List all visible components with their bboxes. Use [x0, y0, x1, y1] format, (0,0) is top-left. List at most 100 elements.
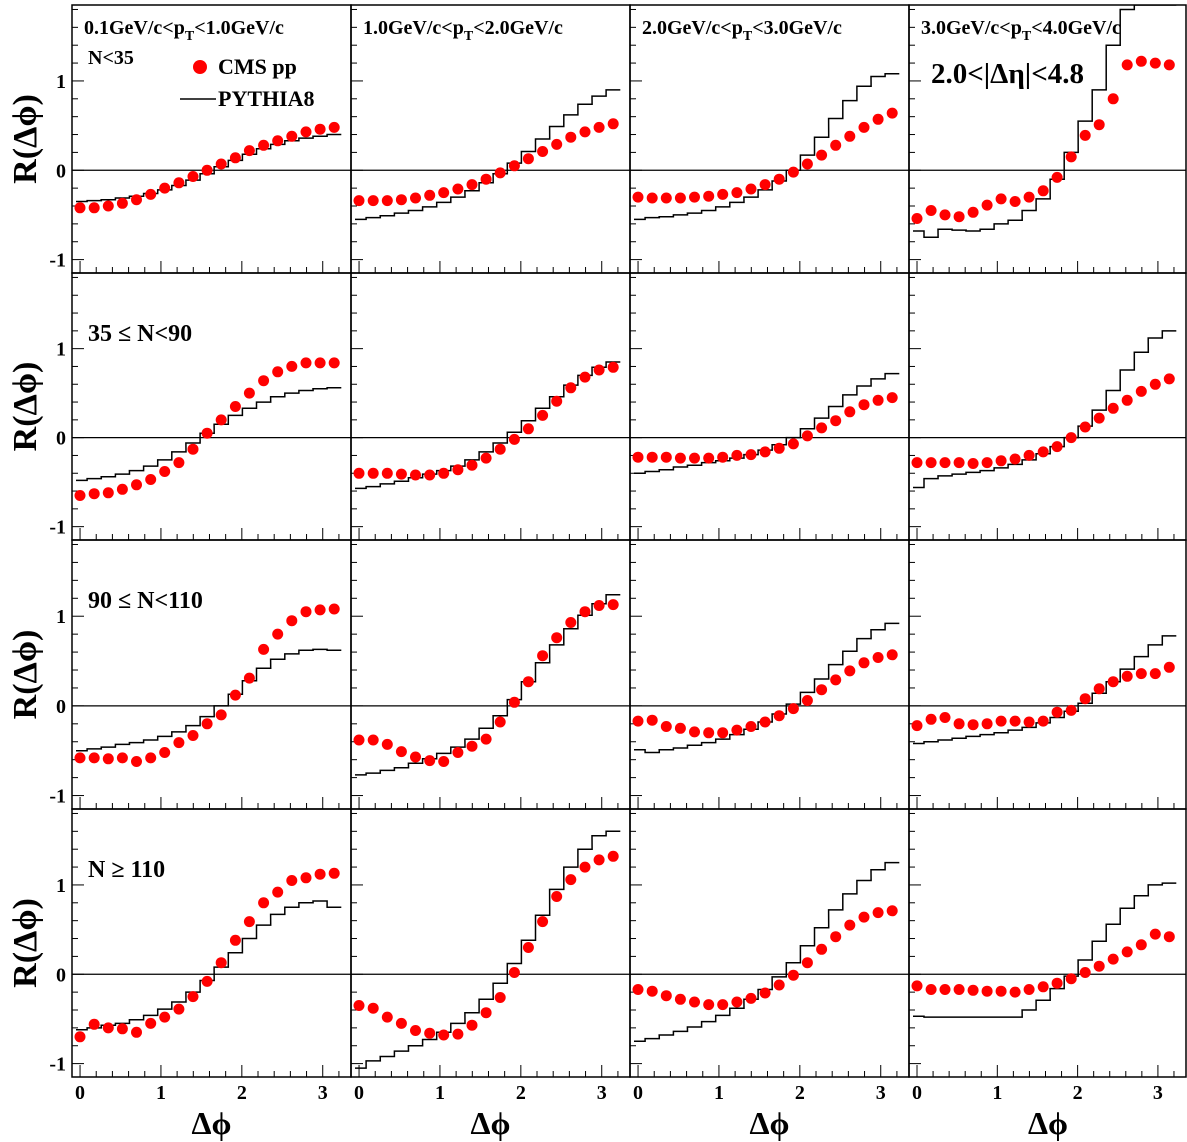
panel-frame [71, 4, 352, 274]
cms-data-point [452, 747, 464, 758]
cms-data-point [731, 187, 743, 199]
cms-data-point [215, 957, 227, 969]
x-tick-label: 0 [633, 1082, 643, 1104]
cms-data-point [731, 724, 743, 736]
cms-data-point [537, 146, 549, 157]
cms-data-point [328, 603, 340, 615]
cms-data-point [886, 107, 898, 119]
panel-frame [629, 539, 910, 810]
cms-data-point [981, 718, 993, 730]
cms-data-point [243, 672, 255, 684]
panel-r2-c2 [629, 539, 910, 810]
pt-bin-label-post: <3.0GeV/c [752, 17, 842, 39]
cms-data-point [522, 942, 534, 953]
panel-r2-c0: -1 0 1 90 ≤ N<110 [49, 539, 352, 810]
cms-data-point [717, 451, 729, 463]
y-tick-label: -1 [49, 1054, 66, 1076]
cms-data-point [381, 1011, 393, 1023]
cms-data-point [1163, 373, 1175, 385]
cms-data-point [272, 628, 284, 640]
cms-data-point [830, 415, 842, 427]
cms-data-point [925, 205, 937, 216]
cms-data-point [424, 469, 436, 481]
cms-data-point [187, 991, 199, 1003]
cms-data-point [844, 130, 856, 142]
y-tick-label: 0 [56, 428, 66, 450]
pt-bin-label: 3.0GeV/c<pT<4.0GeV/c [921, 17, 1121, 44]
cms-data-point [646, 192, 658, 204]
cms-data-point [911, 457, 923, 469]
cms-data-point [438, 467, 450, 479]
panel-plot-area [74, 867, 342, 1043]
multiplicity-label: 90 ≤ N<110 [88, 588, 203, 614]
cms-data-point [537, 916, 549, 928]
cms-data-point [229, 689, 241, 701]
cms-data-point [424, 1027, 436, 1039]
panel-r3-c0: -1 0 1 0 1 2 3 N ≥ 110 [49, 808, 352, 1104]
cms-data-point [410, 192, 421, 204]
cms-data-point [1023, 716, 1035, 728]
cms-data-point [494, 716, 506, 728]
cms-data-point [551, 395, 563, 407]
cms-data-point [816, 422, 828, 434]
pt-bin-label-sub: T [1022, 29, 1032, 44]
cms-data-point [74, 202, 86, 214]
panel-plot-area [632, 372, 900, 475]
pt-bin-label-post: <2.0GeV/c [473, 17, 563, 39]
cms-data-point [551, 632, 563, 644]
cms-data-point [229, 401, 241, 412]
cms-data-point [395, 746, 407, 758]
cms-data-point [74, 490, 86, 501]
panel-frame [629, 4, 910, 274]
cms-data-point [1009, 715, 1021, 727]
cms-data-point [816, 149, 828, 161]
pythia8-step-line [634, 372, 900, 475]
panel-r0-c0: -1 0 1 0.1GeV/c<pT<1.0GeV/c N<35 [49, 4, 352, 274]
pythia8-step-line [355, 593, 621, 776]
cms-data-point [367, 467, 379, 479]
y-tick-label: 0 [56, 964, 66, 986]
cms-data-point [703, 452, 715, 464]
panel-plot-area [74, 603, 342, 767]
x-tick-label: 0 [354, 1082, 364, 1104]
cms-data-point [367, 195, 379, 207]
cms-data-point [314, 357, 326, 369]
cms-data-point [1149, 668, 1161, 680]
cms-data-point [494, 992, 506, 1003]
panel-plot-area [353, 830, 621, 1069]
cms-data-point [844, 665, 856, 677]
x-tick-label: 1 [714, 1082, 724, 1104]
cms-data-point [787, 438, 799, 450]
panel-frame [908, 272, 1187, 541]
panel-r1-c2 [629, 272, 910, 541]
cms-data-point [1121, 59, 1133, 71]
cms-data-point [607, 361, 619, 373]
cms-data-point [745, 449, 757, 461]
cms-data-point [438, 187, 450, 199]
cms-data-point [537, 650, 549, 662]
cms-data-point [410, 469, 421, 481]
cms-data-point [773, 442, 785, 454]
cms-data-point [243, 916, 255, 928]
cms-data-point [872, 394, 884, 406]
cms-data-point [215, 158, 227, 170]
pythia8-step-line [76, 900, 342, 1031]
cms-data-point [1149, 57, 1161, 69]
cms-data-point [466, 740, 478, 752]
y-tick-label: 1 [56, 71, 66, 93]
panel-frame [350, 272, 631, 541]
pt-bin-label-pre: 0.1GeV/c<p [84, 17, 185, 39]
cms-data-point [1093, 119, 1105, 131]
cms-data-point [925, 713, 937, 725]
cms-data-point [480, 733, 492, 745]
cms-data-point [1079, 967, 1091, 978]
cms-data-point [1093, 683, 1105, 695]
cms-data-point [300, 357, 312, 369]
legend-mc-label: PYTHIA8 [218, 86, 315, 111]
panel-plot-area [353, 89, 621, 221]
pythia8-step-line [913, 882, 1177, 1018]
cms-data-point [995, 193, 1007, 205]
cms-data-point [258, 897, 270, 909]
y-axis-title: R(Δϕ) [7, 630, 44, 720]
